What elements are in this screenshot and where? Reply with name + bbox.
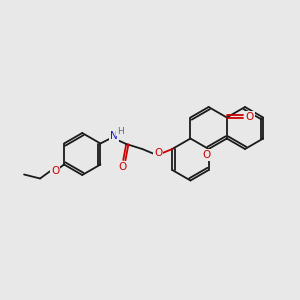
Text: O: O [118, 162, 126, 172]
Text: O: O [202, 150, 211, 160]
Text: O: O [51, 167, 59, 176]
Text: O: O [154, 148, 162, 158]
Text: N: N [110, 131, 118, 141]
Text: H: H [117, 127, 124, 136]
Text: O: O [246, 112, 254, 122]
